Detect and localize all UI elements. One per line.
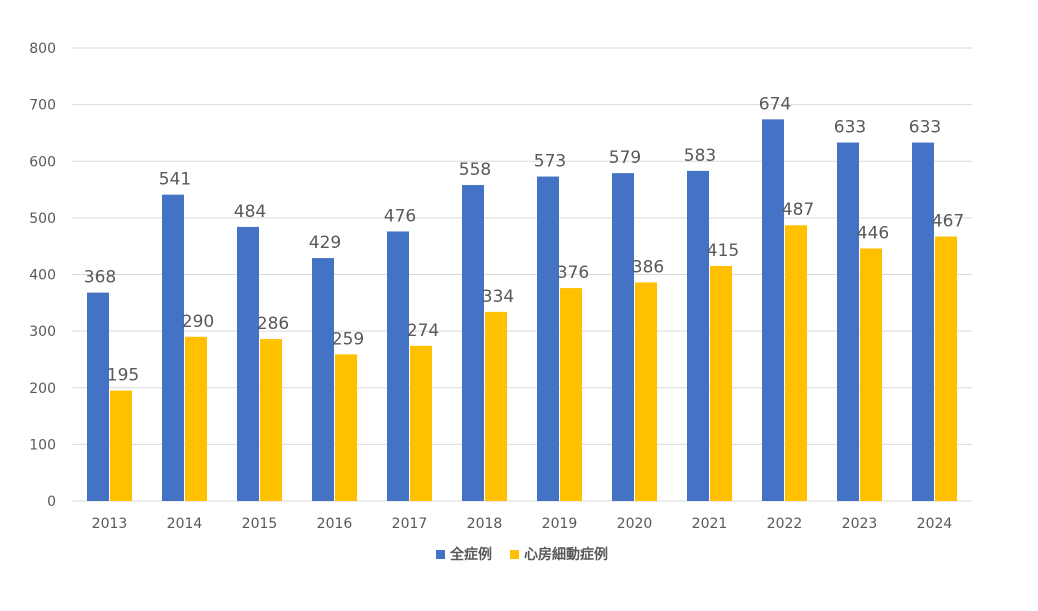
legend-label: 心房細動症例 (524, 546, 608, 563)
data-label: 484 (234, 202, 266, 222)
x-tick-label: 2023 (842, 516, 878, 532)
bars (87, 119, 957, 502)
x-tick-label: 2014 (167, 516, 203, 532)
bar-af-cases (485, 311, 507, 501)
gridlines (72, 47, 972, 502)
legend-swatch (436, 550, 445, 559)
bar-all-cases (837, 142, 859, 501)
bar-af-cases (110, 390, 132, 501)
y-tick-label: 800 (29, 41, 56, 57)
data-label: 195 (107, 366, 139, 386)
data-label: 633 (834, 118, 866, 138)
y-tick-label: 300 (29, 324, 56, 340)
y-tick-label: 600 (29, 154, 56, 170)
x-tick-label: 2021 (692, 516, 728, 532)
bar-af-cases (635, 282, 657, 501)
data-label: 579 (609, 148, 641, 168)
y-tick-label: 700 (29, 98, 56, 114)
bar-af-cases (260, 339, 282, 501)
bar-all-cases (912, 142, 934, 501)
bar-all-cases (312, 258, 334, 501)
data-label: 487 (782, 200, 814, 220)
data-label: 446 (857, 223, 889, 243)
legend: 全症例 心房細動症例 (436, 546, 608, 563)
x-tick-label: 2022 (767, 516, 803, 532)
y-tick-label: 100 (29, 437, 56, 453)
data-labels: 368 195 541 290 484 286 429 259 476 274 558 334 573 3… (84, 94, 964, 385)
data-label: 541 (159, 170, 191, 190)
bar-af-cases (185, 336, 207, 501)
data-label: 334 (482, 287, 514, 307)
x-tick-label: 2015 (242, 516, 278, 532)
bar-all-cases (612, 173, 634, 502)
data-label: 429 (309, 233, 341, 253)
x-tick-label: 2024 (917, 516, 953, 532)
x-axis: 2013 2014 2015 2016 2017 2018 2019 2020 2021 2022… (92, 516, 953, 532)
bar-af-cases (410, 345, 432, 501)
data-label: 558 (459, 160, 491, 180)
y-axis: 0 100 200 300 400 500 600 700 800 (29, 41, 56, 510)
legend-swatch (510, 550, 519, 559)
data-label: 633 (909, 118, 941, 138)
data-label: 386 (632, 257, 664, 277)
data-label: 286 (257, 314, 289, 334)
bar-all-cases (537, 176, 559, 501)
y-tick-label: 200 (29, 381, 56, 397)
x-tick-label: 2017 (392, 516, 428, 532)
bar-af-cases (785, 225, 807, 501)
data-label: 274 (407, 321, 439, 341)
y-tick-label: 0 (47, 494, 56, 510)
bar-all-cases (162, 194, 184, 501)
y-tick-label: 400 (29, 268, 56, 284)
y-tick-label: 500 (29, 211, 56, 227)
data-label: 467 (932, 212, 964, 232)
bar-all-cases (237, 226, 259, 501)
data-label: 376 (557, 263, 589, 283)
data-label: 290 (182, 312, 214, 332)
x-tick-label: 2020 (617, 516, 653, 532)
bar-af-cases (560, 288, 582, 501)
data-label: 259 (332, 329, 364, 349)
data-label: 476 (384, 206, 416, 226)
legend-label: 全症例 (449, 546, 492, 563)
bar-af-cases (710, 266, 732, 501)
bar-all-cases (87, 292, 109, 501)
data-label: 573 (534, 152, 566, 172)
data-label: 583 (684, 146, 716, 166)
bar-all-cases (687, 170, 709, 501)
bar-all-cases (462, 185, 484, 501)
x-tick-label: 2016 (317, 516, 353, 532)
bar-af-cases (335, 354, 357, 501)
bar-all-cases (387, 231, 409, 501)
bar-all-cases (762, 119, 784, 501)
bar-af-cases (860, 248, 882, 501)
data-label: 368 (84, 268, 116, 288)
x-tick-label: 2019 (542, 516, 578, 532)
data-label: 415 (707, 241, 739, 261)
data-label: 674 (759, 94, 791, 114)
bar-af-cases (935, 236, 957, 501)
x-tick-label: 2013 (92, 516, 128, 532)
x-tick-label: 2018 (467, 516, 503, 532)
